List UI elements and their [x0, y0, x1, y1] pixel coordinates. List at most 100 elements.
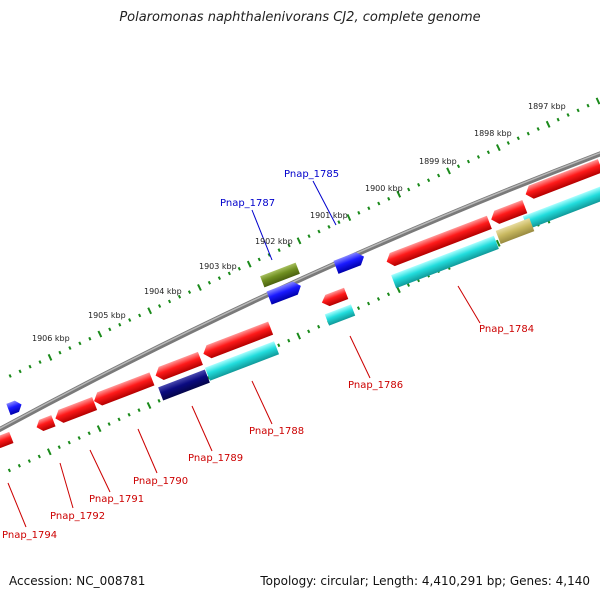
gene-red-long[interactable] — [384, 215, 492, 268]
lower-kbp-tick — [117, 417, 121, 422]
upper-kbp-tick — [28, 364, 32, 369]
upper-kbp-tick — [246, 260, 252, 268]
gene-tan[interactable] — [495, 218, 535, 244]
gene-label-1792[interactable]: Pnap_1792 — [50, 511, 105, 522]
leader-1786 — [349, 335, 371, 379]
gene-red-1794[interactable] — [0, 431, 14, 450]
kbp-label-1906: 1906 kbp — [32, 334, 70, 343]
gene-red-b[interactable] — [153, 351, 203, 382]
lower-kbp-tick — [386, 292, 391, 297]
gene-label-1790[interactable]: Pnap_1790 — [133, 476, 188, 487]
upper-kbp-tick — [147, 307, 153, 315]
upper-kbp-tick — [407, 187, 411, 192]
lower-kbp-tick — [376, 297, 381, 301]
gene-label-1794[interactable]: Pnap_1794 — [2, 530, 57, 541]
upper-kbp-tick — [257, 257, 261, 262]
upper-kbp-tick — [545, 120, 551, 128]
upper-kbp-tick — [436, 173, 441, 178]
upper-kbp-tick — [58, 350, 62, 355]
upper-kbp-tick — [217, 276, 222, 281]
upper-kbp-tick — [516, 136, 520, 141]
lower-kbp-tick — [356, 306, 361, 311]
kbp-label-1901: 1901 kbp — [310, 211, 348, 220]
leader-1794 — [7, 482, 27, 528]
upper-kbp-tick — [456, 164, 461, 169]
kbp-label-1903: 1903 kbp — [199, 262, 237, 271]
genome-backbone — [0, 151, 600, 433]
leader-1784 — [457, 285, 481, 324]
upper-kbp-tick — [357, 210, 361, 215]
gene-red-small[interactable] — [489, 200, 528, 226]
upper-kbp-tick — [138, 313, 142, 318]
gene-features — [0, 159, 600, 450]
upper-kbp-tick — [495, 144, 501, 152]
upper-kbp-tick — [187, 290, 192, 294]
gene-red-1791[interactable] — [53, 396, 98, 425]
gene-olive-1787[interactable] — [260, 262, 300, 288]
gene-red-1786[interactable] — [320, 287, 349, 309]
lower-kbp-tick — [96, 425, 102, 433]
upper-kbp-tick — [8, 374, 12, 378]
upper-kbp-tick — [566, 113, 570, 117]
lower-kbp-tick — [277, 343, 281, 348]
upper-kbp-tick — [18, 369, 22, 374]
lower-kbp-tick — [7, 468, 12, 473]
map-title: Polaromonas naphthalenivorans CJ2, compl… — [119, 10, 481, 25]
lower-kbp-tick — [37, 454, 41, 459]
upper-kbp-tick — [446, 167, 451, 175]
upper-kbp-tick — [327, 224, 331, 229]
upper-kbp-tick — [227, 271, 231, 276]
upper-kbp-tick — [486, 150, 491, 155]
gene-label-1789[interactable]: Pnap_1789 — [188, 453, 243, 464]
upper-kbp-tick — [595, 97, 600, 105]
gene-blue-left[interactable] — [6, 399, 23, 416]
gene-label-1786[interactable]: Pnap_1786 — [348, 380, 403, 391]
lower-kbp-tick — [287, 338, 291, 343]
lower-kbp-tick — [67, 440, 71, 445]
upper-kbp-tick — [68, 346, 72, 350]
gene-red-a[interactable] — [201, 321, 274, 361]
gene-cyan-1784-right[interactable] — [522, 184, 600, 230]
kbp-label-1900: 1900 kbp — [365, 184, 403, 193]
upper-kbp-tick — [207, 280, 212, 285]
gene-cyan-1788[interactable] — [204, 341, 280, 381]
upper-kbp-tick — [287, 243, 291, 248]
kbp-tick-row-upper — [8, 97, 600, 378]
gene-label-1787[interactable]: Pnap_1787 — [220, 198, 275, 209]
gene-label-1788[interactable]: Pnap_1788 — [249, 426, 304, 437]
upper-kbp-tick — [88, 336, 92, 341]
lower-kbp-tick — [146, 401, 152, 410]
leader-1792 — [59, 462, 74, 509]
gene-red-right-edge[interactable] — [523, 159, 600, 201]
gene-cyan-1784[interactable] — [391, 235, 499, 289]
gene-label-1785[interactable]: Pnap_1785 — [284, 169, 339, 180]
upper-kbp-tick — [556, 117, 560, 122]
upper-kbp-tick — [586, 103, 590, 108]
upper-kbp-tick — [267, 252, 271, 257]
kbp-label-1905: 1905 kbp — [88, 311, 126, 320]
upper-kbp-tick — [296, 237, 302, 245]
gene-label-1784[interactable]: Pnap_1784 — [479, 324, 534, 335]
upper-kbp-tick — [476, 155, 481, 159]
lower-kbp-tick — [87, 431, 91, 436]
lower-kbp-tick — [317, 324, 321, 329]
upper-kbp-tick — [377, 201, 381, 206]
upper-kbp-tick — [108, 327, 112, 332]
kbp-label-1899: 1899 kbp — [419, 157, 457, 166]
upper-kbp-tick — [78, 341, 82, 346]
upper-kbp-tick — [576, 108, 580, 113]
gene-label-1791[interactable]: Pnap_1791 — [89, 494, 144, 505]
gene-cyan-1786[interactable] — [324, 304, 356, 326]
gene-blue-1785[interactable] — [333, 250, 366, 274]
upper-kbp-tick — [396, 190, 402, 198]
upper-kbp-tick — [426, 178, 431, 183]
upper-kbp-tick — [197, 283, 202, 291]
lower-kbp-tick — [307, 329, 311, 334]
gene-navy-1789[interactable] — [158, 369, 210, 401]
lower-kbp-tick — [17, 463, 21, 468]
gene-blue-1787-inner[interactable] — [266, 279, 304, 305]
gene-red-1790[interactable] — [92, 372, 155, 407]
lower-kbp-tick — [107, 422, 111, 426]
gene-red-1792[interactable] — [34, 415, 56, 433]
